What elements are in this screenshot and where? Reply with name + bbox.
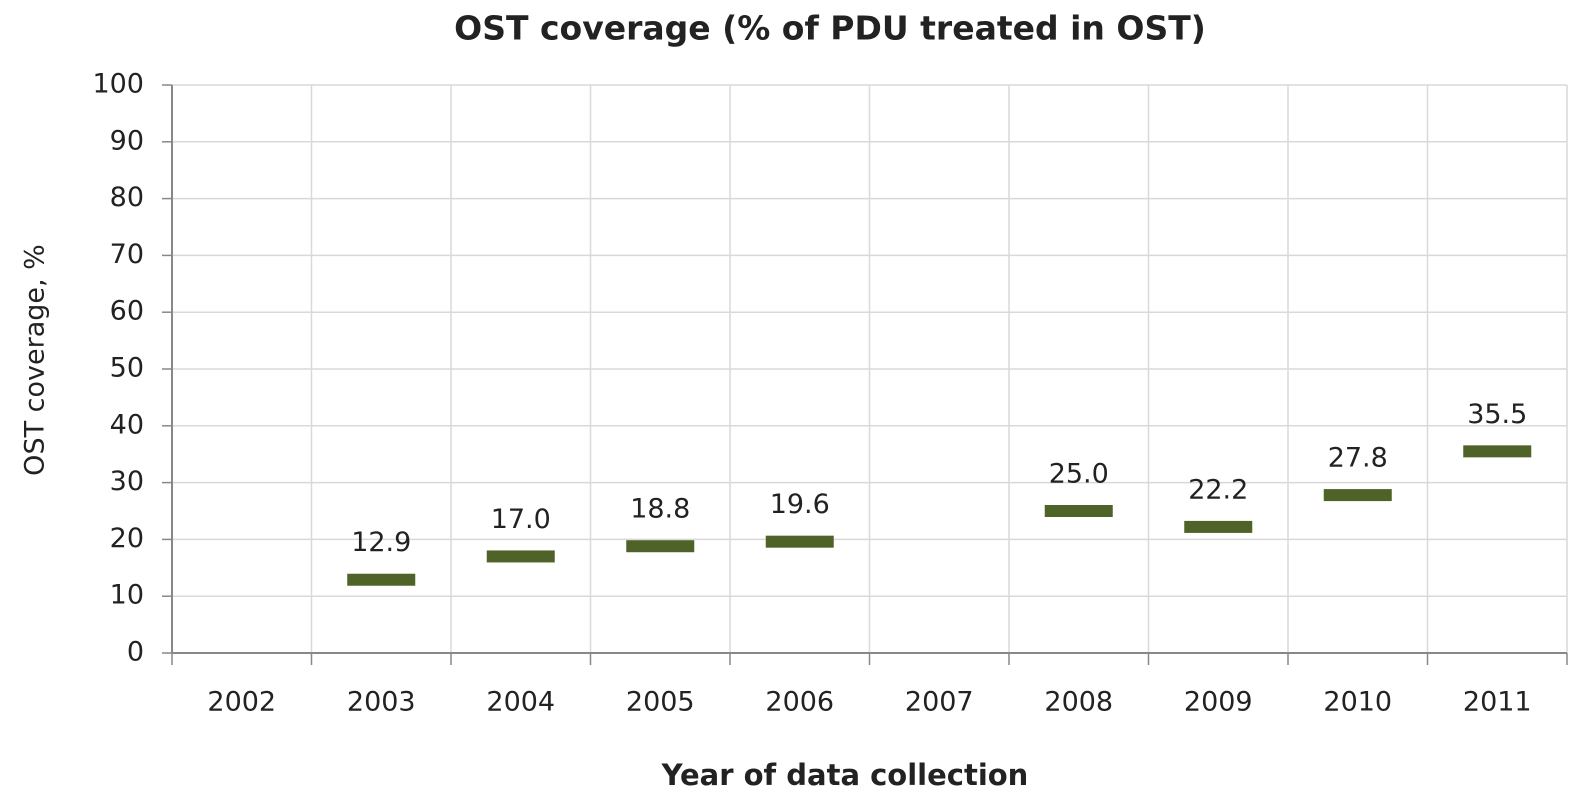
marker (765, 535, 834, 548)
y-tick-label: 90 (110, 125, 144, 156)
x-tick-label: 2006 (765, 687, 834, 718)
y-tick-label: 10 (110, 580, 144, 611)
x-tick-label: 2009 (1184, 687, 1253, 718)
y-tick-label: 30 (110, 466, 144, 497)
value-label: 25.0 (1049, 459, 1109, 490)
marker (347, 573, 416, 586)
x-tick-label: 2005 (626, 687, 695, 718)
y-tick-label: 60 (110, 296, 144, 327)
y-tick-label: 70 (110, 239, 144, 270)
marker (1184, 520, 1253, 533)
value-label: 22.2 (1188, 474, 1248, 505)
value-label: 19.6 (770, 489, 830, 520)
y-tick-label: 20 (110, 523, 144, 554)
value-label: 18.8 (630, 494, 690, 525)
x-axis-title: Year of data collection (661, 758, 1029, 792)
x-tick-label: 2011 (1463, 687, 1532, 718)
chart-title: OST coverage (% of PDU treated in OST) (454, 9, 1206, 48)
x-tick-label: 2003 (347, 687, 416, 718)
x-tick-label: 2008 (1044, 687, 1113, 718)
y-tick-label: 40 (110, 409, 144, 440)
x-tick-label: 2002 (207, 687, 276, 718)
marker (1463, 445, 1532, 458)
value-label: 12.9 (351, 527, 411, 558)
y-tick-label: 0 (127, 637, 144, 668)
value-label: 17.0 (491, 504, 551, 535)
y-tick-label: 80 (110, 182, 144, 213)
marker (486, 550, 555, 563)
y-tick-label: 50 (110, 353, 144, 384)
y-axis-title: OST coverage, % (20, 244, 51, 476)
x-tick-label: 2004 (486, 687, 555, 718)
x-tick-label: 2007 (905, 687, 974, 718)
y-tick-label: 100 (92, 69, 144, 100)
value-label: 27.8 (1328, 443, 1388, 474)
marker (626, 540, 695, 553)
x-tick-label: 2010 (1323, 687, 1392, 718)
value-label: 35.5 (1467, 399, 1527, 430)
marker (1044, 505, 1113, 517)
marker (1323, 489, 1392, 502)
